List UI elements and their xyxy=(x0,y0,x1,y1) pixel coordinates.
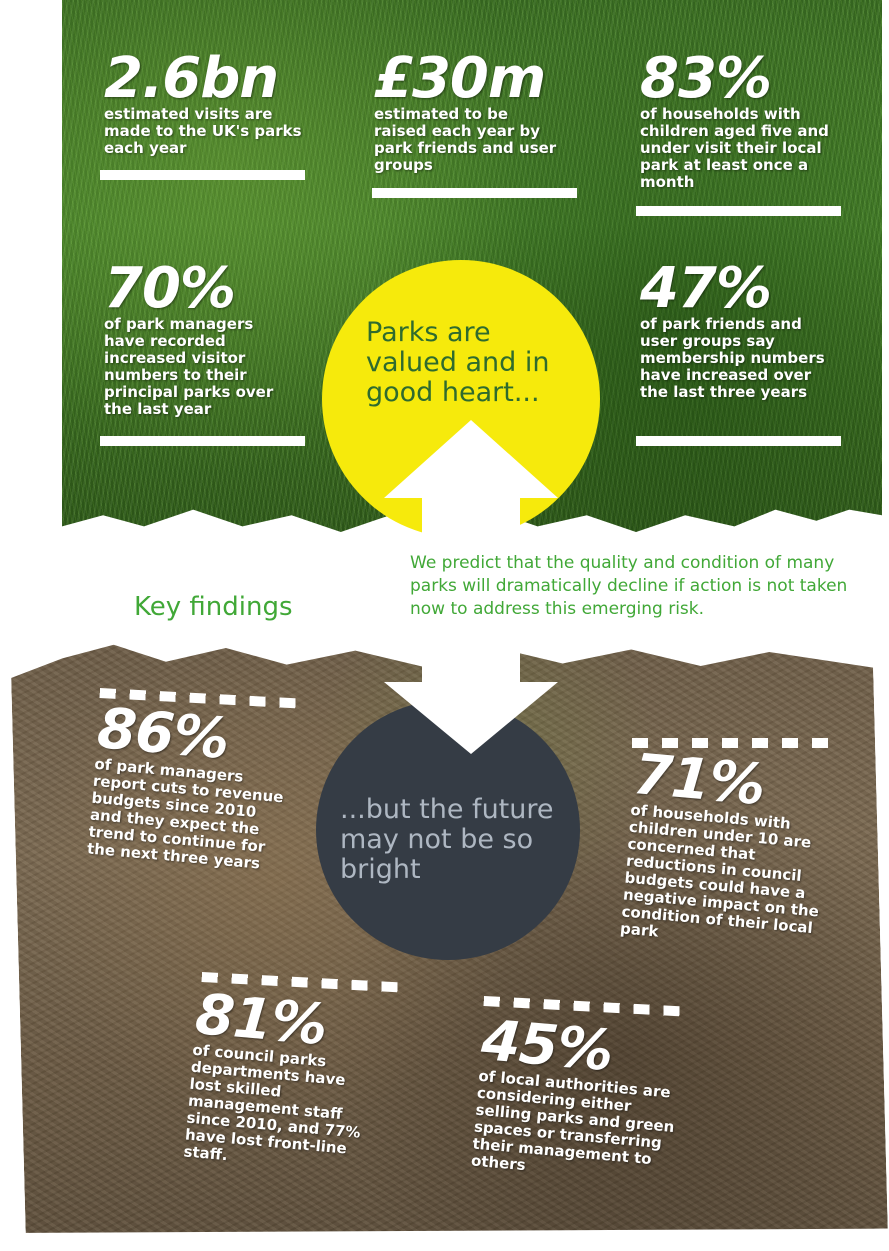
stat-underline xyxy=(636,436,841,446)
stat-selling-parks: 45% of local authorities are considering… xyxy=(470,1008,683,1187)
stat-value: £30m xyxy=(374,46,546,111)
section-heading: Key findings xyxy=(134,592,293,622)
stat-underline xyxy=(100,170,305,180)
stat-description: estimated visits are made to the UK's pa… xyxy=(104,105,302,157)
positive-message: Parks are valued and in good heart... xyxy=(366,317,550,408)
stat-value: 47% xyxy=(640,256,772,321)
stat-underline xyxy=(100,436,305,446)
stat-budget-cuts: 86% of park managers report cuts to reve… xyxy=(86,696,299,875)
stat-visits: 2.6bn estimated visits are made to the U… xyxy=(104,46,304,157)
stat-description: of park friends and user groups say memb… xyxy=(640,315,825,401)
stat-description: of park managers report cuts to revenue … xyxy=(86,754,285,873)
stat-value: 70% xyxy=(104,256,236,321)
stat-underline xyxy=(636,206,841,216)
stat-description: of households with children under 10 are… xyxy=(619,800,820,941)
stat-membership: 47% of park friends and user groups say … xyxy=(640,256,830,401)
negative-circle xyxy=(316,700,580,960)
stat-underline xyxy=(372,188,577,198)
double-arrow-icon xyxy=(384,420,558,754)
stat-value: 2.6bn xyxy=(104,46,279,111)
stat-council-concern: 71% of households with children under 10… xyxy=(619,742,845,956)
stat-description: of households with children aged five an… xyxy=(640,105,829,191)
stat-lost-staff: 81% of council parks departments have lo… xyxy=(182,982,387,1177)
stat-value: 83% xyxy=(640,46,772,111)
stat-description: estimated to be raised each year by park… xyxy=(374,105,557,174)
stat-households-visit: 83% of households with children aged fiv… xyxy=(640,46,840,191)
prediction-text: We predict that the quality and conditio… xyxy=(410,553,848,619)
stat-visitor-numbers: 70% of park managers have recorded incre… xyxy=(104,256,294,418)
dashed-divider xyxy=(632,738,838,748)
stat-description: of council parks departments have lost s… xyxy=(182,1040,362,1165)
stat-description: of park managers have recorded increased… xyxy=(104,315,274,418)
stat-funds-raised: £30m estimated to be raised each year by… xyxy=(374,46,564,174)
negative-message: ...but the future may not be so bright xyxy=(340,794,554,885)
stat-description: of local authorities are considering eit… xyxy=(470,1066,676,1175)
